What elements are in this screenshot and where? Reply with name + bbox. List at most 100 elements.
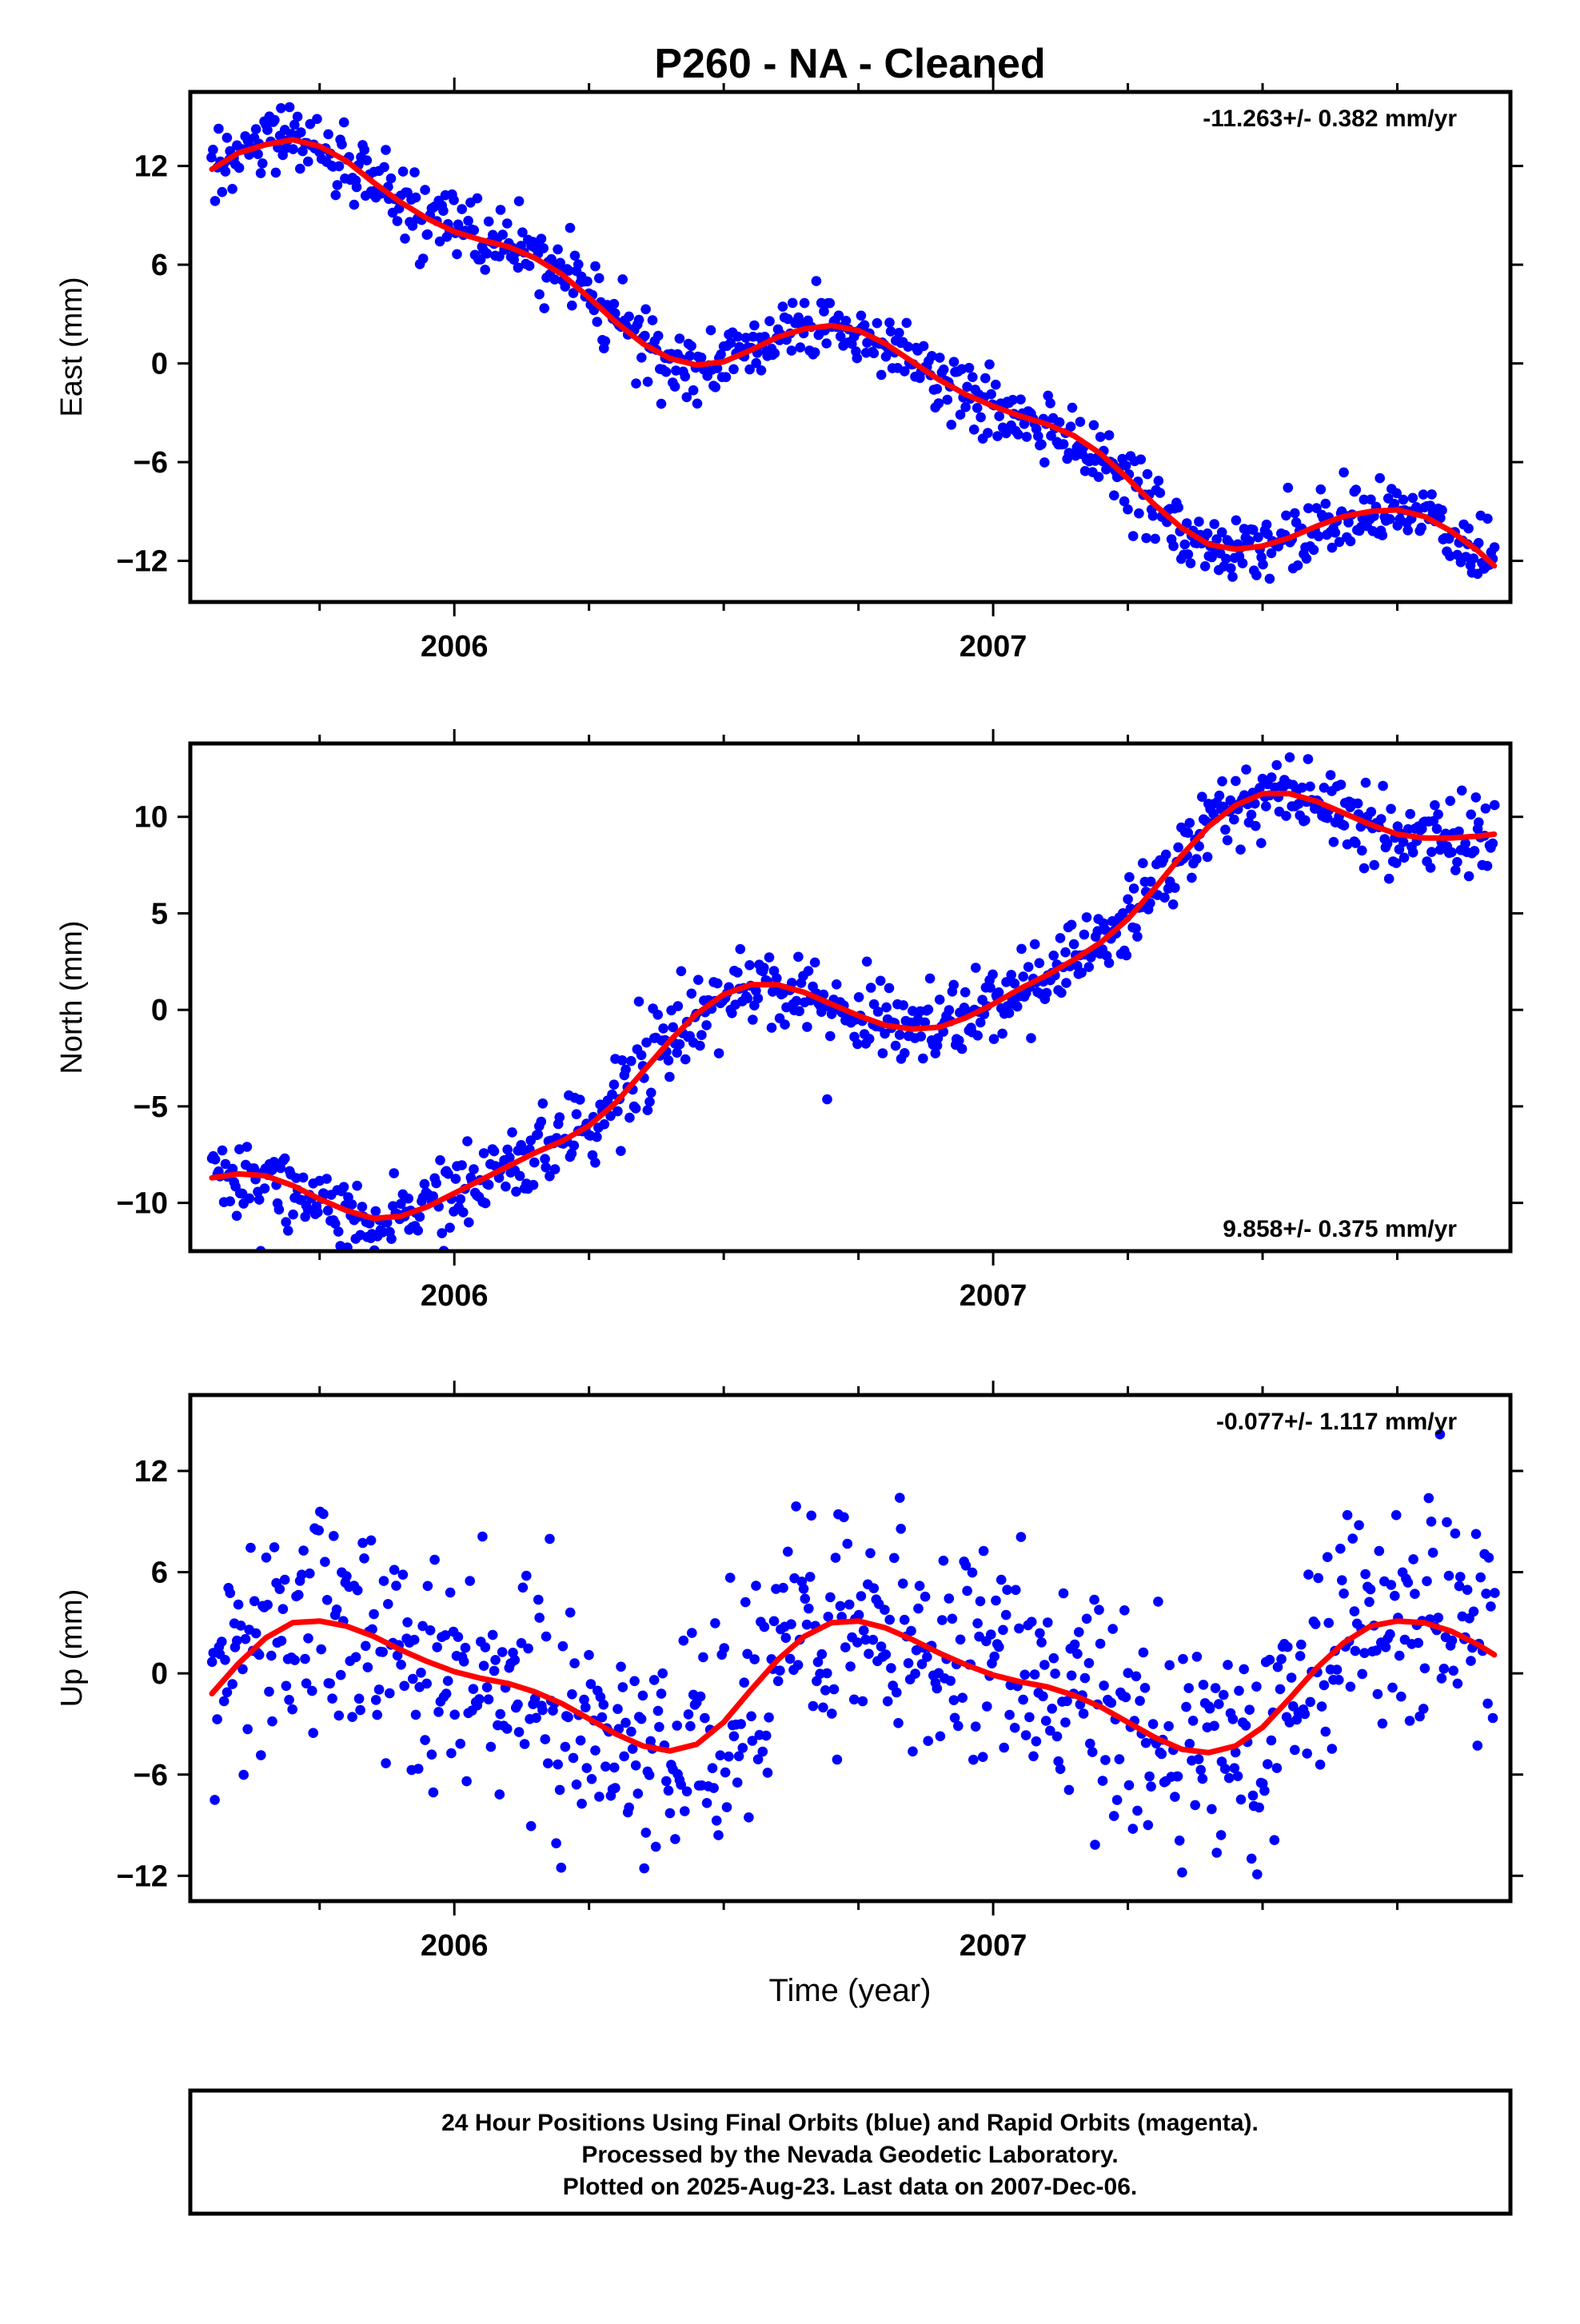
data-point — [1202, 851, 1213, 863]
data-point — [1173, 842, 1183, 853]
data-point — [533, 1129, 544, 1140]
data-point — [269, 1542, 280, 1553]
data-point — [812, 1656, 824, 1668]
data-point — [1295, 1651, 1306, 1661]
data-point — [616, 1146, 626, 1156]
data-point — [962, 381, 972, 393]
data-point — [541, 1631, 552, 1642]
data-point — [868, 999, 880, 1010]
data-point — [975, 1017, 986, 1028]
data-point — [1106, 1697, 1117, 1708]
data-point — [1251, 1681, 1262, 1692]
data-point — [967, 1567, 978, 1578]
data-point — [1450, 1528, 1461, 1539]
data-point — [1319, 1680, 1330, 1691]
data-point — [903, 341, 913, 353]
data-point — [389, 1565, 400, 1575]
data-point — [1448, 1665, 1458, 1676]
data-point — [575, 1094, 585, 1105]
data-point — [1131, 923, 1141, 934]
data-point — [764, 1712, 774, 1723]
data-point — [844, 1599, 855, 1610]
data-point — [736, 1719, 746, 1729]
rate-label: -11.263+/- 0.382 mm/yr — [1203, 106, 1457, 132]
data-point — [289, 1655, 300, 1665]
data-point — [1191, 854, 1202, 864]
data-point — [1469, 846, 1480, 856]
data-point — [700, 1712, 710, 1724]
data-point — [502, 218, 513, 229]
data-point — [420, 1735, 430, 1745]
data-point — [312, 114, 322, 125]
data-point — [916, 1659, 928, 1669]
data-point — [1241, 764, 1251, 775]
data-point — [560, 281, 571, 292]
data-point — [670, 1834, 680, 1844]
data-point — [1147, 1719, 1159, 1729]
data-point — [865, 983, 876, 993]
data-point — [982, 1701, 992, 1712]
data-point — [1437, 504, 1447, 516]
data-point — [549, 274, 560, 285]
data-point — [1352, 798, 1363, 809]
data-point — [1255, 783, 1265, 793]
data-point — [872, 317, 883, 329]
data-point — [1164, 1660, 1175, 1671]
rate-label: 9.858+/- 0.375 mm/yr — [1223, 1216, 1457, 1242]
data-point — [629, 1676, 640, 1687]
data-point — [1308, 544, 1319, 556]
data-point — [1266, 1735, 1277, 1746]
data-point — [719, 1643, 729, 1653]
data-point — [686, 988, 697, 999]
data-point — [766, 1022, 777, 1033]
data-point — [1187, 872, 1197, 883]
data-point — [1359, 1648, 1370, 1658]
data-point — [695, 1691, 706, 1702]
data-point — [908, 1006, 918, 1016]
data-point — [922, 1652, 932, 1662]
data-point — [860, 1634, 871, 1645]
data-point — [1283, 482, 1294, 493]
data-point — [853, 1609, 864, 1620]
data-point — [1138, 858, 1148, 868]
data-point — [1390, 1590, 1400, 1601]
data-point — [1041, 987, 1052, 999]
data-point — [955, 1634, 966, 1645]
data-point — [1019, 1669, 1030, 1680]
data-point — [373, 1684, 385, 1695]
y-tick-label: −6 — [134, 1759, 168, 1792]
data-point — [1357, 1668, 1367, 1680]
data-point — [349, 199, 360, 210]
data-point — [381, 145, 391, 155]
data-point — [630, 1103, 641, 1114]
data-point — [986, 1629, 996, 1640]
data-point — [1246, 1853, 1257, 1864]
data-point — [305, 118, 316, 130]
data-point — [1109, 490, 1119, 500]
data-point — [338, 1182, 349, 1192]
data-point — [1305, 1696, 1315, 1708]
data-point — [1258, 559, 1268, 570]
data-point — [1177, 1867, 1187, 1878]
data-point — [721, 1802, 732, 1812]
data-point — [964, 362, 975, 373]
data-point — [1423, 1493, 1434, 1504]
data-point — [276, 1636, 287, 1646]
data-point — [1466, 809, 1476, 820]
data-point — [695, 1040, 705, 1051]
data-point — [341, 1571, 352, 1581]
data-point — [918, 341, 929, 352]
data-point — [633, 996, 644, 1007]
data-point — [892, 1687, 902, 1698]
data-point — [408, 1673, 418, 1684]
data-point — [502, 1724, 513, 1734]
data-point — [1266, 548, 1277, 559]
data-point — [1145, 876, 1156, 887]
data-point — [292, 111, 303, 122]
y-tick-label: 0 — [151, 1657, 168, 1691]
data-point — [1486, 1601, 1496, 1612]
data-point — [1142, 468, 1153, 480]
data-point — [206, 1656, 217, 1668]
data-point — [832, 1754, 843, 1765]
data-point — [385, 1688, 395, 1699]
